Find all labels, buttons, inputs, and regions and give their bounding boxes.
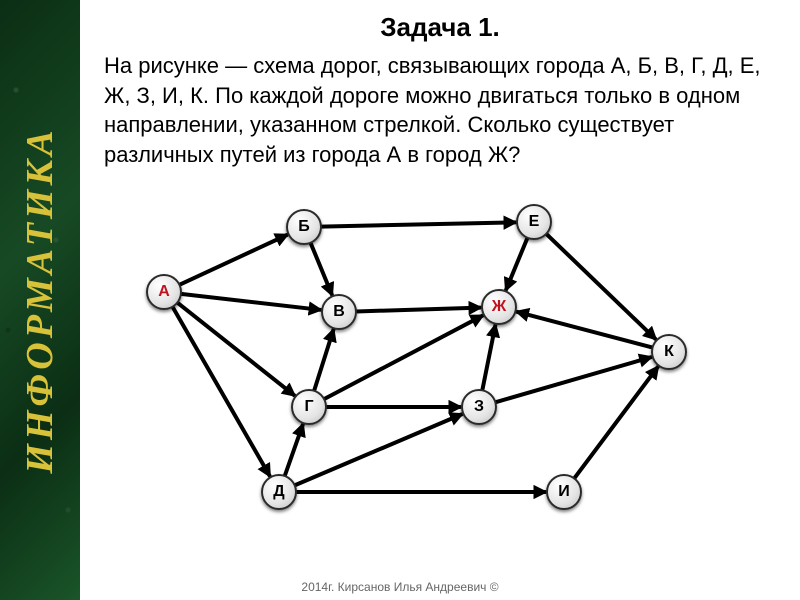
node-К: К xyxy=(651,334,687,370)
edge-Г-В xyxy=(314,330,333,391)
node-Ж: Ж xyxy=(481,289,517,325)
edge-А-В xyxy=(181,294,320,310)
edge-Е-Ж xyxy=(506,237,527,289)
edge-Б-В xyxy=(311,242,332,294)
content-area: Задача 1. На рисунке — схема дорог, связ… xyxy=(80,0,800,600)
edge-Д-З xyxy=(295,414,462,485)
node-Д: Д xyxy=(261,474,297,510)
node-В: В xyxy=(321,294,357,330)
edge-Б-Е xyxy=(321,222,515,226)
sidebar-label: ИНФОРМАТИКА xyxy=(18,126,62,473)
node-И: И xyxy=(546,474,582,510)
edge-Д-Г xyxy=(285,425,303,476)
edge-В-Ж xyxy=(356,307,480,311)
edge-А-Б xyxy=(179,235,286,285)
node-А: А xyxy=(146,274,182,310)
edge-З-Ж xyxy=(482,325,495,390)
edge-И-К xyxy=(574,367,657,478)
problem-text: На рисунке — схема дорог, связывающих го… xyxy=(104,51,776,170)
slide: ИНФОРМАТИКА Задача 1. На рисунке — схема… xyxy=(0,0,800,600)
edge-З-К xyxy=(495,357,650,402)
node-З: З xyxy=(461,389,497,425)
copyright-footer: 2014г. Кирсанов Илья Андреевич © xyxy=(0,580,800,594)
sidebar: ИНФОРМАТИКА xyxy=(0,0,80,600)
problem-title: Задача 1. xyxy=(104,12,776,43)
node-Б: Б xyxy=(286,209,322,245)
edge-А-Д xyxy=(173,306,270,475)
node-Г: Г xyxy=(291,389,327,425)
node-Е: Е xyxy=(516,204,552,240)
road-graph: А Б В Г Д Е Ж З И К xyxy=(104,182,784,522)
edge-Г-Ж xyxy=(324,316,482,399)
